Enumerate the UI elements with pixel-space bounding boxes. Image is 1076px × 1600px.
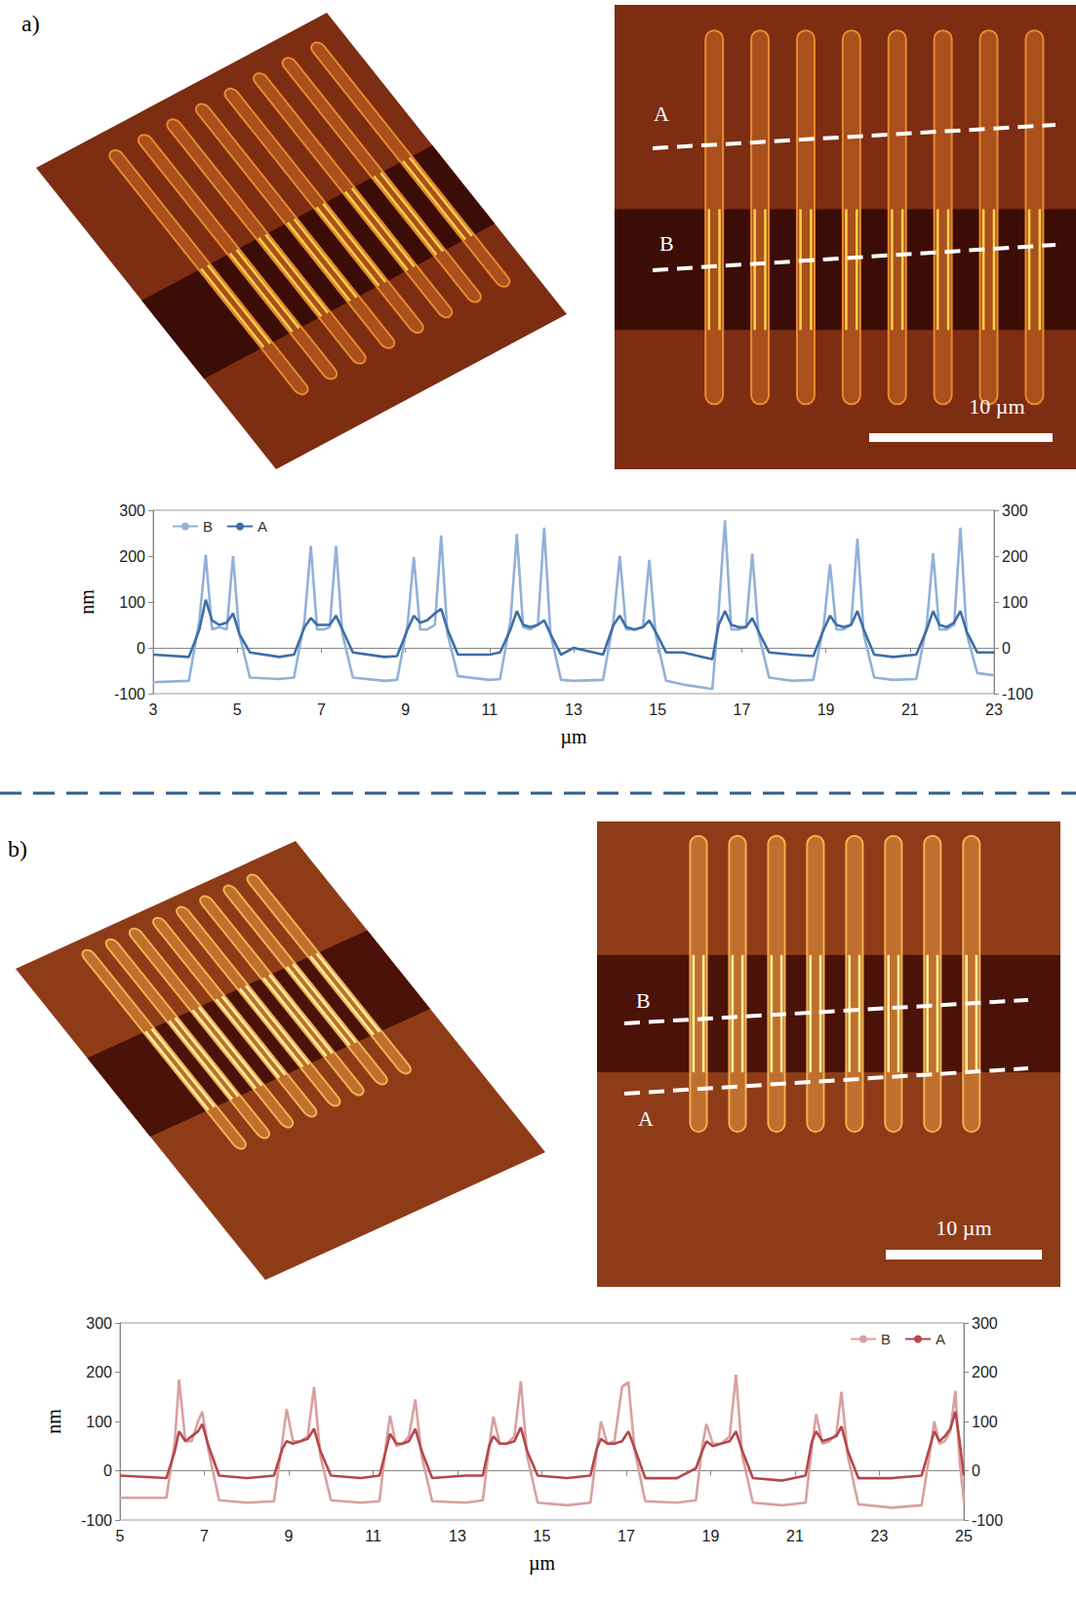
svg-text:100: 100 (1001, 594, 1029, 611)
svg-text:300: 300 (85, 1315, 113, 1332)
svg-text:B: B (659, 231, 675, 256)
svg-text:7: 7 (317, 701, 326, 718)
svg-text:200: 200 (1001, 548, 1029, 565)
svg-text:21: 21 (901, 701, 919, 718)
svg-text:200: 200 (119, 548, 146, 565)
svg-text:13: 13 (448, 1527, 467, 1545)
svg-text:11: 11 (480, 701, 498, 718)
svg-text:17: 17 (733, 701, 752, 718)
svg-text:23: 23 (871, 1527, 889, 1545)
svg-text:100: 100 (971, 1413, 998, 1431)
svg-text:7: 7 (199, 1527, 209, 1545)
svg-text:A: A (653, 101, 670, 126)
svg-text:0: 0 (136, 639, 146, 657)
svg-text:300: 300 (119, 502, 146, 519)
svg-text:A: A (637, 1106, 654, 1131)
svg-text:300: 300 (971, 1315, 998, 1332)
svg-text:B: B (202, 518, 213, 535)
svg-text:9: 9 (284, 1527, 294, 1545)
svg-text:11: 11 (364, 1527, 382, 1545)
svg-text:0: 0 (1001, 639, 1011, 657)
svg-text:nm: nm (76, 589, 98, 615)
svg-text:A: A (935, 1330, 946, 1348)
svg-text:B: B (636, 988, 651, 1013)
svg-text:100: 100 (119, 594, 146, 611)
svg-text:100: 100 (85, 1413, 113, 1431)
svg-text:17: 17 (617, 1527, 636, 1545)
svg-text:µm: µm (559, 725, 588, 749)
svg-text:a): a) (21, 10, 40, 37)
svg-text:9: 9 (400, 701, 410, 718)
svg-text:µm: µm (528, 1552, 557, 1575)
svg-text:19: 19 (702, 1527, 720, 1545)
svg-text:B: B (880, 1330, 891, 1348)
svg-text:0: 0 (971, 1462, 981, 1479)
svg-text:15: 15 (648, 701, 667, 718)
svg-text:200: 200 (971, 1363, 998, 1381)
svg-text:10 µm: 10 µm (968, 394, 1025, 419)
svg-text:3: 3 (149, 701, 159, 718)
svg-text:5: 5 (233, 701, 242, 718)
svg-text:23: 23 (985, 701, 1003, 718)
svg-text:A: A (257, 518, 268, 535)
svg-text:25: 25 (955, 1527, 973, 1545)
svg-text:13: 13 (564, 701, 583, 718)
svg-text:5: 5 (116, 1527, 125, 1545)
svg-text:15: 15 (533, 1527, 552, 1545)
svg-text:-100: -100 (1001, 685, 1034, 703)
svg-text:-100: -100 (114, 685, 146, 703)
svg-text:300: 300 (1001, 502, 1029, 519)
svg-text:10 µm: 10 µm (935, 1215, 992, 1240)
svg-text:b): b) (7, 836, 28, 862)
svg-text:-100: -100 (80, 1512, 113, 1529)
svg-text:19: 19 (817, 701, 836, 718)
svg-text:200: 200 (85, 1363, 113, 1381)
svg-text:21: 21 (786, 1527, 804, 1545)
svg-text:nm: nm (42, 1408, 65, 1435)
svg-text:-100: -100 (971, 1512, 1003, 1529)
svg-text:0: 0 (103, 1462, 113, 1479)
